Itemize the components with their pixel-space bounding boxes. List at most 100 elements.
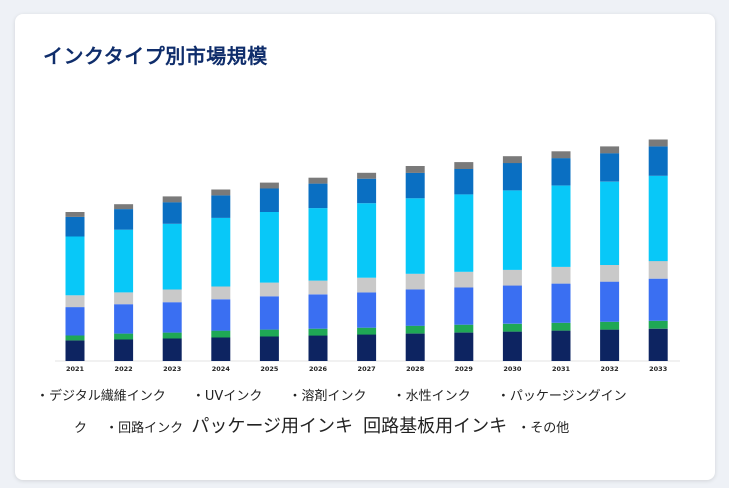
- legend-extra-circuit-board-ink: 回路基板用インキ: [363, 416, 508, 437]
- bar-segment-2023-s6: [162, 196, 182, 203]
- bar-segment-2025-s4: [259, 212, 279, 283]
- bar-segment-2024-s1: [211, 330, 231, 338]
- x-tick-label: 2023: [163, 365, 181, 373]
- bar-segment-2021-s1: [65, 335, 85, 341]
- bar-segment-2033-s4: [648, 175, 668, 262]
- bar-segment-2031-s0: [551, 330, 571, 361]
- bar-segment-2027-s4: [357, 203, 377, 278]
- bar-segment-2025-s5: [259, 188, 279, 212]
- bar-segment-2031-s1: [551, 322, 571, 331]
- bar-segment-2024-s5: [211, 195, 231, 218]
- bar-segment-2026-s6: [308, 177, 328, 184]
- x-tick-label: 2032: [601, 365, 619, 373]
- bar-segment-2021-s6: [65, 212, 85, 217]
- bar-segment-2022-s6: [114, 204, 134, 210]
- bar-segment-2026-s0: [308, 335, 328, 361]
- bar-segment-2028-s3: [405, 273, 425, 290]
- legend-item-circuit: ・回路インク: [105, 421, 184, 436]
- x-tick-label: 2024: [212, 365, 231, 373]
- bar-segment-2022-s1: [114, 333, 134, 340]
- bar-segment-2028-s4: [405, 198, 425, 274]
- bar-segment-2032-s2: [600, 281, 620, 322]
- bar-segment-2025-s1: [259, 329, 279, 337]
- x-tick-label: 2025: [260, 365, 279, 373]
- chart-title: インクタイプ別市場規模: [43, 44, 268, 68]
- bar-segment-2027-s6: [357, 172, 377, 179]
- bar-segment-2032-s0: [600, 329, 620, 361]
- bar-segment-2030-s4: [502, 190, 522, 270]
- x-tick-labels: 2021 2022 2023 2024 2025 2026 2027 2028 2029 2030…: [66, 365, 667, 373]
- bar-segment-2022-s5: [114, 209, 134, 230]
- bar-segment-2024-s3: [211, 286, 231, 300]
- bar-segment-2030-s5: [502, 163, 522, 191]
- legend: ・デジタル繊維インク ・UVインク ・溶剤インク ・水性インク ・パッケージング…: [36, 382, 686, 444]
- bar-segment-2032-s6: [600, 146, 620, 154]
- x-tick-label: 2022: [115, 365, 133, 373]
- legend-item-packaging-cont: ク: [74, 421, 88, 436]
- bar-segment-2027-s1: [357, 327, 377, 335]
- x-tick-label: 2021: [66, 365, 85, 373]
- bar-segment-2033-s0: [648, 328, 668, 361]
- bar-segment-2022-s3: [114, 292, 134, 305]
- legend-item-packaging: ・パッケージングイン: [496, 389, 627, 404]
- bar-segment-2033-s2: [648, 278, 668, 321]
- bar-segment-2023-s5: [162, 202, 182, 224]
- bar-segment-2033-s6: [648, 139, 668, 147]
- x-tick-label: 2028: [406, 365, 425, 373]
- bar-segment-2023-s0: [162, 338, 182, 361]
- bar-segment-2023-s1: [162, 332, 182, 339]
- bar-segment-2030-s1: [502, 323, 522, 332]
- bar-segment-2032-s4: [600, 181, 620, 265]
- bar-segment-2023-s2: [162, 302, 182, 333]
- bar-segment-2028-s6: [405, 166, 425, 173]
- legend-item-solvent: ・溶剤インク: [288, 389, 367, 404]
- bar-segment-2031-s5: [551, 158, 571, 186]
- bar-segment-2028-s2: [405, 289, 425, 326]
- legend-item-uv: ・UVインク: [191, 389, 263, 404]
- bar-segment-2033-s1: [648, 320, 668, 329]
- bar-segment-2024-s6: [211, 189, 231, 196]
- x-tick-label: 2027: [358, 365, 376, 373]
- bar-segment-2022-s2: [114, 304, 134, 334]
- bar-segment-2028-s1: [405, 325, 425, 334]
- bar-segment-2023-s3: [162, 289, 182, 303]
- bar-segment-2029-s2: [454, 287, 474, 325]
- bar-segment-2026-s1: [308, 328, 328, 336]
- x-tick-label: 2029: [455, 365, 474, 373]
- bar-segment-2030-s6: [502, 156, 522, 164]
- bar-segment-2025-s0: [259, 336, 279, 361]
- bar-segment-2030-s3: [502, 269, 522, 286]
- bar-segment-2029-s0: [454, 332, 474, 361]
- bar-segment-2022-s4: [114, 229, 134, 293]
- bar-segment-2029-s4: [454, 194, 474, 272]
- bar-segment-2026-s3: [308, 280, 328, 295]
- bar-segment-2031-s3: [551, 266, 571, 284]
- x-tick-label: 2031: [552, 365, 571, 373]
- x-tick-label: 2030: [503, 365, 522, 373]
- bar-segment-2028-s0: [405, 333, 425, 361]
- bar-segment-2029-s5: [454, 168, 474, 195]
- legend-item-digital-textile: ・デジタル繊維インク: [36, 389, 166, 404]
- bar-segment-2033-s3: [648, 261, 668, 279]
- bar-segment-2021-s3: [65, 295, 85, 308]
- bar-segment-2031-s2: [551, 283, 571, 323]
- bar-segment-2030-s0: [502, 331, 522, 361]
- legend-item-other: ・その他: [517, 421, 570, 436]
- bar-segment-2030-s2: [502, 285, 522, 324]
- bar-segment-2027-s2: [357, 292, 377, 328]
- bar-segment-2022-s0: [114, 339, 134, 361]
- bar-segment-2029-s3: [454, 271, 474, 288]
- bar-segment-2028-s5: [405, 172, 425, 199]
- bar-segment-2027-s0: [357, 334, 377, 361]
- bar-segment-2024-s2: [211, 299, 231, 331]
- bar-segment-2025-s6: [259, 182, 279, 189]
- bar-segment-2031-s4: [551, 185, 571, 267]
- legend-item-water: ・水性インク: [392, 389, 471, 404]
- bar-segment-2026-s5: [308, 183, 328, 209]
- bars-group: [65, 139, 668, 361]
- bar-segment-2032-s3: [600, 265, 620, 282]
- bar-segment-2029-s6: [454, 162, 474, 169]
- bar-segment-2027-s5: [357, 178, 377, 204]
- bar-segment-2032-s5: [600, 153, 620, 182]
